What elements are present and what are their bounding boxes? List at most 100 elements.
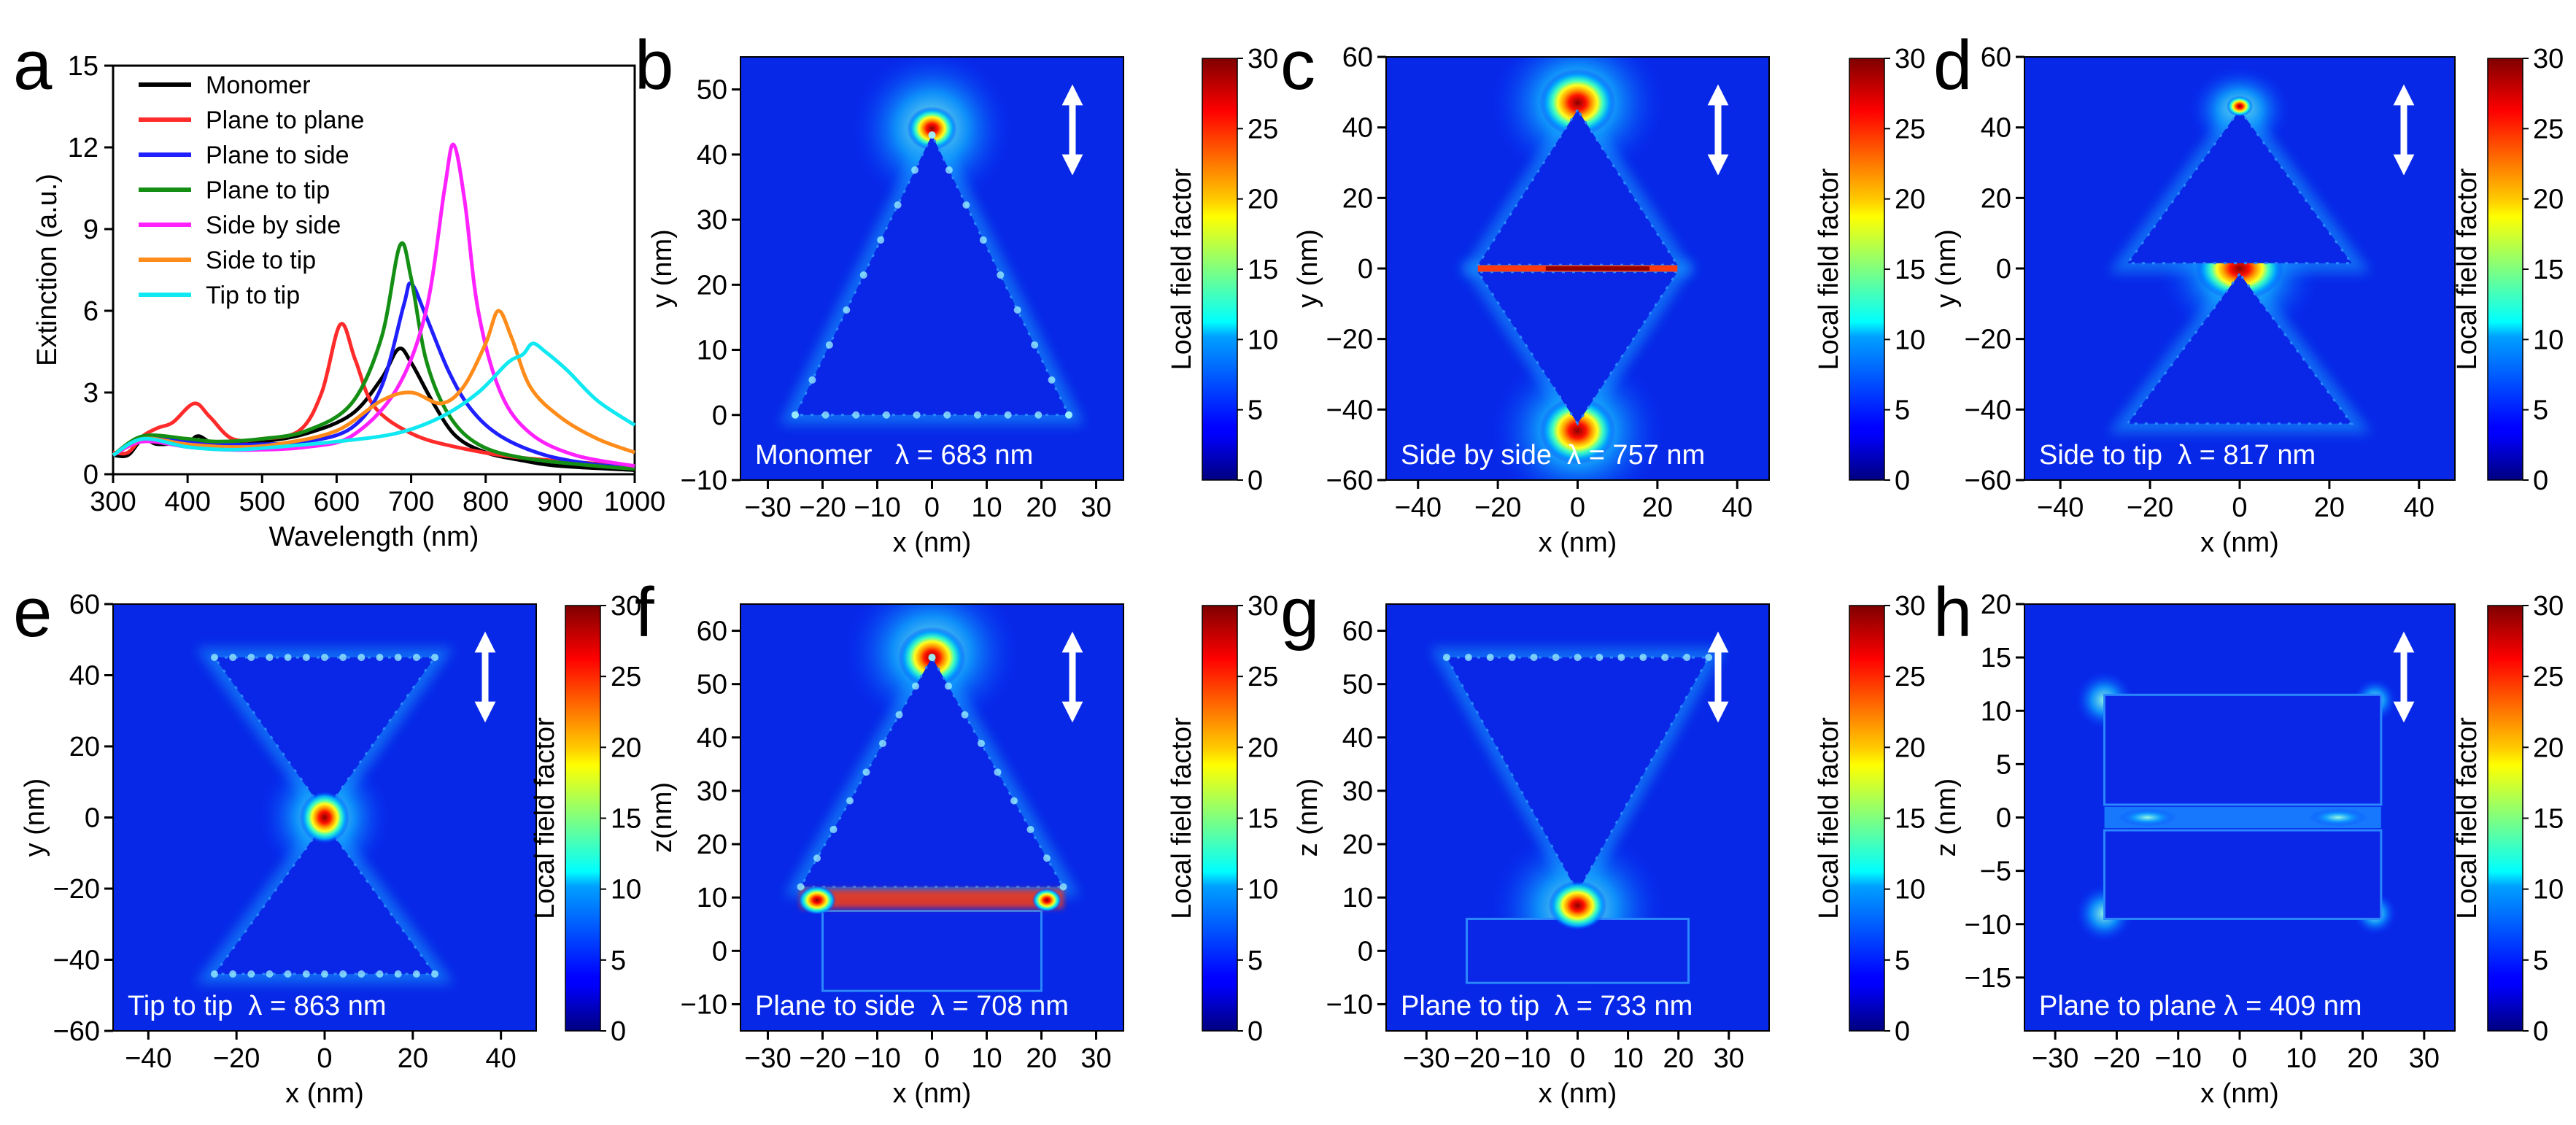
legend-entry: Plane to tip [206, 177, 330, 204]
edge-hotspot [339, 970, 347, 978]
edge-hotspot [1031, 341, 1039, 349]
x-tick-label: −30 [1403, 1043, 1450, 1074]
edge-hotspot [1486, 654, 1494, 662]
y-tick-label: 20 [1342, 830, 1373, 860]
edge-hotspot [339, 654, 347, 662]
edge-hotspot [913, 411, 921, 419]
y-tick-label: −10 [681, 989, 727, 1020]
y-tick-label: 40 [1342, 723, 1373, 754]
y-axis-label: z (nm) [1293, 778, 1323, 857]
x-tick-label: 20 [2347, 1043, 2378, 1074]
edge-hotspot [1026, 825, 1034, 833]
colorbar-tick-label: 15 [1895, 255, 1925, 285]
hotspot [1032, 888, 1061, 912]
edge-hotspot [978, 740, 985, 748]
x-tick-label: 20 [1026, 492, 1056, 523]
x-tick-label: −20 [1453, 1043, 1500, 1074]
colorbar-tick-label: 0 [2533, 1016, 2548, 1047]
panel-letter-f: f [635, 573, 654, 652]
x-axis-label: x (nm) [893, 527, 972, 558]
x-tick-label: −10 [854, 1043, 900, 1074]
edge-hotspot [1464, 654, 1472, 662]
x-tick-label: 40 [1722, 492, 1752, 523]
edge-hotspot [412, 970, 420, 978]
y-tick-label: −60 [1326, 465, 1373, 496]
colorbar-tick-label: 5 [2533, 395, 2548, 426]
colorbar-tick-label: 25 [1248, 662, 1278, 692]
edge-hotspot [945, 682, 952, 690]
edge-hotspot [895, 711, 903, 719]
edge-hotspot [808, 376, 816, 384]
colorbar-tick-label: 30 [2533, 591, 2564, 622]
colorbar [1202, 58, 1238, 481]
colorbar-tick-label: 10 [1895, 875, 1925, 905]
y-tick-label: 10 [697, 336, 727, 366]
x-tick-label: −20 [2127, 492, 2173, 523]
triangle-particle [798, 655, 1066, 889]
edge-hotspot [974, 411, 981, 419]
y-tick-label: −10 [681, 465, 727, 496]
colorbar-tick-label: 30 [1248, 44, 1278, 74]
field-glow [2118, 808, 2177, 827]
colorbar [2487, 605, 2523, 1032]
colorbar-tick-label: 0 [1895, 1016, 1910, 1047]
lower-triangle [1475, 271, 1680, 426]
colorbar-label: Local field factor [1814, 168, 1844, 370]
x-tick-label: 0 [317, 1043, 332, 1074]
upper-triangle [1476, 107, 1679, 266]
x-tick-label: 700 [388, 487, 434, 517]
hotspot [1539, 69, 1616, 136]
legend-entry: Side to tip [206, 247, 316, 274]
colorbar-tick-label: 10 [1895, 325, 1925, 355]
edge-hotspot [1048, 376, 1056, 384]
wavelength-annotation: Side by side λ = 757 nm [1401, 440, 1705, 471]
edge-hotspot [229, 654, 237, 662]
hotspot [907, 107, 957, 151]
x-tick-label: 20 [398, 1043, 428, 1074]
colorbar-tick-label: 5 [1895, 395, 1910, 426]
y-tick-label: 20 [697, 270, 727, 301]
colorbar [1202, 605, 1238, 1032]
y-tick-label: −40 [1965, 395, 2011, 425]
y-tick-label: 30 [1342, 776, 1373, 807]
series-line-side-by-side [112, 142, 635, 468]
panel-letter-d: d [1933, 26, 1972, 104]
wavelength-annotation: Side to tip λ = 817 nm [2039, 440, 2316, 471]
edge-hotspot [229, 970, 237, 978]
edge-hotspot [877, 236, 885, 244]
edge-hotspot [394, 970, 402, 978]
x-tick-label: −40 [2037, 492, 2084, 523]
colorbar [565, 605, 601, 1032]
x-tick-label: −40 [125, 1043, 171, 1074]
x-tick-label: 10 [2286, 1043, 2316, 1074]
edge-hotspot [247, 970, 255, 978]
colorbar-tick-label: 5 [2533, 946, 2548, 976]
series-line-plane-to-plane [112, 322, 635, 468]
series-line-plane-to-side [112, 281, 635, 470]
y-tick-label: −60 [1965, 465, 2011, 496]
x-axis-label: x (nm) [2200, 1078, 2279, 1109]
edge-hotspot [979, 236, 987, 244]
colorbar-label: Local field factor [1814, 717, 1844, 919]
series-line-monomer [112, 347, 635, 472]
x-tick-label: 0 [2232, 1043, 2247, 1074]
colorbar-tick-label: 30 [1895, 591, 1925, 622]
panel-a-chart: 300 400 500 600 700 800 900 1000 0 3 6 9 12 15 Wavelen… [32, 51, 665, 552]
colorbar-tick-label: 20 [1895, 185, 1925, 215]
edge-hotspot [943, 411, 951, 419]
y-tick-label: −15 [1965, 963, 2011, 994]
colorbar-tick-label: 15 [1248, 804, 1278, 835]
panel-d-heatmap: −40 −20 0 20 40 −60 −40 −20 0 20 40 60 x (nm) y (nm) S… [1931, 42, 2564, 558]
edge-hotspot [821, 411, 829, 419]
hotspot [2227, 96, 2253, 117]
plate-particle [821, 909, 1043, 992]
upper-triangle [2125, 107, 2354, 265]
colorbar [1849, 58, 1885, 481]
colorbar-tick-label: 0 [611, 1016, 626, 1047]
edge-hotspot [825, 341, 833, 349]
y-tick-label: 3 [83, 378, 98, 409]
x-tick-label: 30 [1080, 1043, 1111, 1074]
panel-a-frame [112, 64, 636, 476]
edge-hotspot [945, 166, 953, 174]
